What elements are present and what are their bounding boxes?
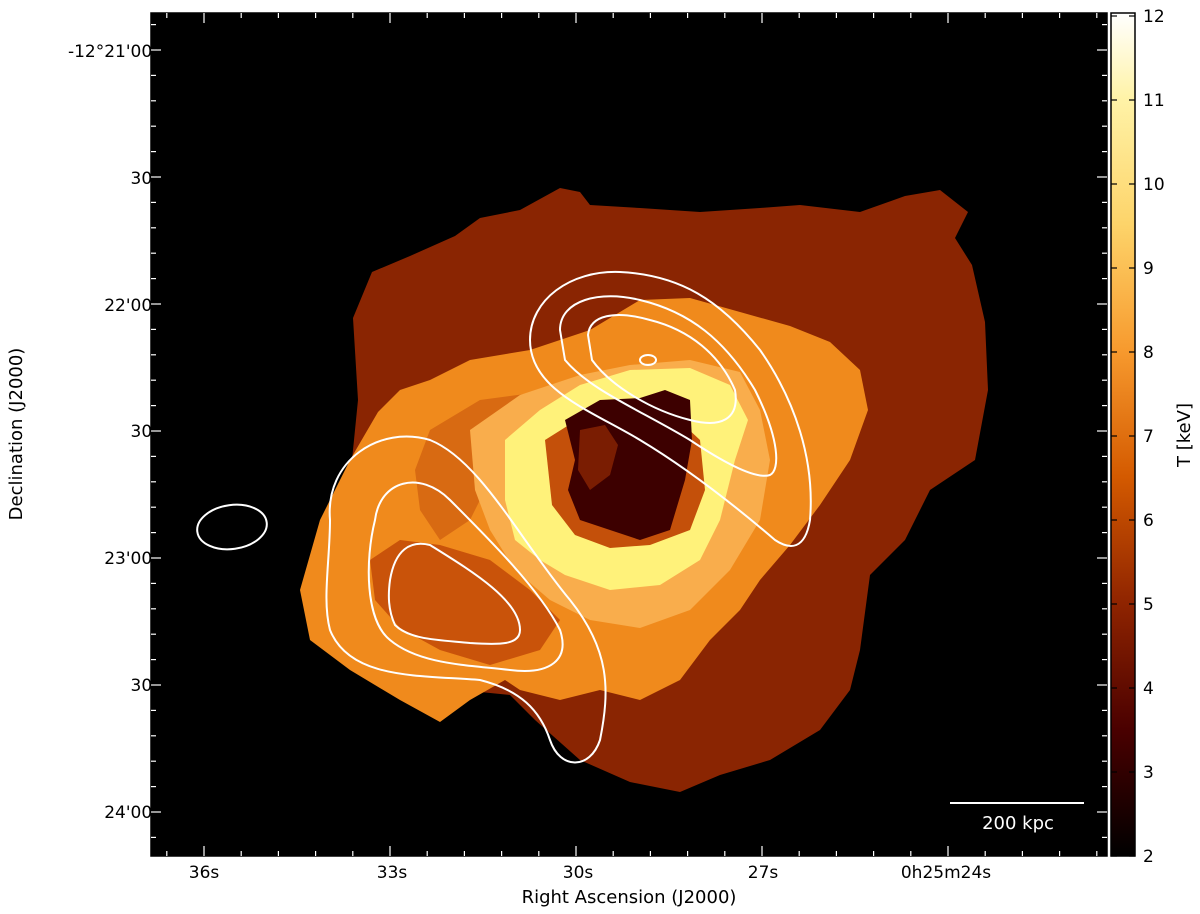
contour-north-middle <box>558 295 778 477</box>
colorbar-tick-label: 12 <box>1143 7 1165 27</box>
colorbar-tick-label: 9 <box>1143 259 1154 279</box>
colorbar-ticks <box>1111 15 1135 857</box>
colorbar-gradient <box>1110 12 1136 857</box>
temperature-map <box>151 13 1107 856</box>
colorbar-title: T [keV] <box>1174 403 1195 468</box>
y-axis-title: Declination (J2000) <box>6 348 27 521</box>
x-tick-label: 0h25m24s <box>901 863 991 883</box>
scale-bar-label: 200 kpc <box>982 813 1054 834</box>
plot-frame <box>150 12 1108 857</box>
axis-ticks <box>151 13 1107 856</box>
colorbar-tick-label: 4 <box>1143 679 1154 699</box>
colorbar-tick-labels: 2 3 4 5 6 7 8 9 10 11 12 <box>1143 7 1165 867</box>
x-tick-label: 36s <box>189 863 220 883</box>
colorbar-tick-label: 2 <box>1143 847 1154 867</box>
x-tick-label: 30s <box>563 863 594 883</box>
contour-isolated-east <box>196 503 268 551</box>
colorbar-tick-label: 6 <box>1143 511 1154 531</box>
scale-bar: 200 kpc <box>950 802 1084 834</box>
y-tick-label: 30" <box>131 169 160 189</box>
y-tick-label: 30" <box>131 422 160 442</box>
x-tick-label: 27s <box>748 863 779 883</box>
colorbar-tick-label: 11 <box>1143 91 1165 111</box>
y-tick-label: 23'00" <box>104 549 160 569</box>
radio-contours <box>196 270 812 764</box>
contour-north-outer <box>528 270 812 547</box>
colorbar: 2 3 4 5 6 7 8 9 10 11 12 T [keV] <box>1110 7 1195 867</box>
contour-west-outer <box>325 435 607 764</box>
y-tick-label: 22'00" <box>104 296 160 316</box>
y-tick-labels: -12°21'00" 30" 22'00" 30" 23'00" 30" 24'… <box>68 42 160 823</box>
x-axis-title: Right Ascension (J2000) <box>522 887 737 908</box>
region-core-inner <box>578 425 618 490</box>
colorbar-tick-label: 10 <box>1143 175 1165 195</box>
contour-north-inner <box>586 314 737 424</box>
contour-west-inner <box>387 542 522 645</box>
region-6kev-west <box>370 540 560 665</box>
y-tick-label: -12°21'00" <box>68 42 160 62</box>
y-tick-label: 24'00" <box>104 803 160 823</box>
contour-north-peak <box>639 354 657 366</box>
colorbar-tick-label: 5 <box>1143 595 1154 615</box>
x-tick-label: 33s <box>377 863 408 883</box>
y-tick-label: 30" <box>131 676 160 696</box>
x-tick-labels: 36s 33s 30s 27s 0h25m24s <box>189 863 992 883</box>
colorbar-tick-label: 8 <box>1143 343 1154 363</box>
contour-west-middle <box>367 481 564 672</box>
colorbar-tick-label: 7 <box>1143 427 1154 447</box>
colorbar-tick-label: 3 <box>1143 763 1154 783</box>
